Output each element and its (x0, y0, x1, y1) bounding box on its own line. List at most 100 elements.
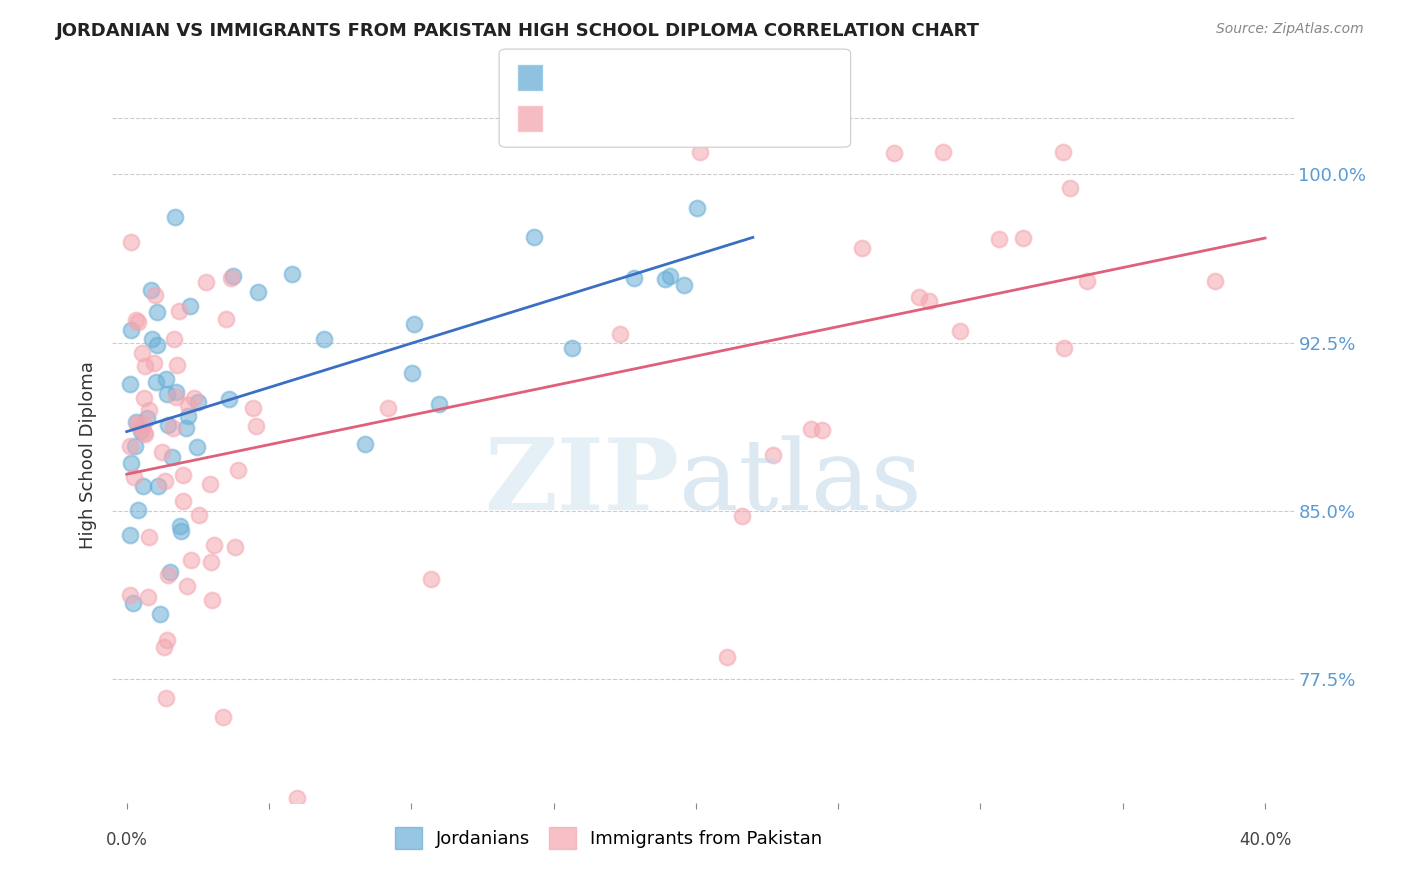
Point (127, 315, 149, 329)
Point (658, 269, 681, 284)
Point (120, 456, 142, 470)
Point (165, 390, 187, 404)
Point (138, 403, 160, 417)
Point (135, 410, 157, 425)
Point (672, 277, 695, 292)
Point (1059, 181, 1081, 195)
Point (120, 323, 142, 337)
Point (174, 420, 197, 434)
Point (134, 426, 156, 441)
Point (155, 690, 177, 705)
Text: ZIP: ZIP (485, 434, 679, 532)
Point (149, 607, 172, 621)
Point (118, 439, 141, 453)
Point (138, 530, 160, 544)
Point (1204, 273, 1226, 287)
Text: R = 0.319   N = 72: R = 0.319 N = 72 (551, 110, 735, 128)
Point (125, 313, 148, 327)
Point (124, 439, 146, 453)
Point (183, 391, 205, 405)
Point (523, 230, 546, 244)
Legend: Jordanians, Immigrants from Pakistan: Jordanians, Immigrants from Pakistan (388, 820, 830, 856)
Point (141, 332, 163, 346)
Point (166, 358, 188, 372)
Point (180, 553, 202, 567)
Point (222, 268, 245, 283)
Point (245, 418, 267, 433)
Point (176, 579, 198, 593)
Point (156, 632, 179, 647)
Point (139, 283, 162, 297)
Point (731, 509, 754, 524)
Point (187, 508, 209, 522)
Point (155, 372, 177, 386)
Point (354, 437, 377, 451)
Point (932, 145, 955, 159)
Point (153, 640, 176, 655)
Point (157, 568, 180, 582)
Point (118, 376, 141, 391)
Point (218, 392, 240, 406)
Point (685, 201, 707, 215)
Point (186, 440, 208, 454)
Point (155, 474, 177, 488)
Point (145, 375, 167, 389)
Point (226, 463, 249, 477)
Point (187, 394, 209, 409)
Text: 0.0%: 0.0% (105, 830, 148, 848)
Point (159, 565, 181, 579)
Point (1052, 341, 1074, 355)
Point (118, 527, 141, 541)
Point (215, 311, 238, 326)
Point (689, 145, 711, 159)
Point (173, 467, 195, 482)
Point (401, 366, 423, 380)
Point (169, 519, 191, 533)
Point (177, 398, 200, 412)
Point (142, 356, 165, 370)
Point (246, 285, 269, 299)
Point (377, 401, 399, 416)
Point (280, 268, 302, 282)
Point (623, 271, 645, 285)
Point (811, 423, 834, 437)
Point (242, 401, 264, 416)
Point (420, 572, 443, 586)
Text: R = 0.316   N = 48: R = 0.316 N = 48 (551, 69, 735, 87)
Point (427, 397, 450, 411)
Point (224, 540, 246, 554)
Point (150, 445, 173, 459)
Point (654, 272, 676, 286)
Point (908, 290, 931, 304)
Point (146, 305, 169, 319)
Text: atlas: atlas (679, 435, 922, 531)
Point (134, 359, 156, 373)
Point (948, 324, 970, 338)
Point (127, 502, 149, 516)
Point (163, 210, 186, 224)
Point (179, 299, 201, 313)
Point (851, 241, 873, 255)
Point (202, 538, 225, 552)
Point (800, 422, 823, 436)
Point (609, 327, 631, 342)
Point (136, 590, 159, 604)
Point (163, 332, 186, 346)
Point (194, 275, 217, 289)
Point (125, 415, 148, 429)
Point (200, 477, 222, 491)
Point (122, 596, 145, 610)
Point (132, 391, 155, 405)
Point (404, 317, 426, 331)
Text: 40.0%: 40.0% (1239, 830, 1291, 848)
Point (156, 417, 179, 432)
Point (146, 338, 169, 352)
Point (156, 387, 179, 401)
Point (762, 449, 785, 463)
Point (716, 649, 738, 664)
Point (1052, 145, 1074, 159)
Point (561, 341, 583, 355)
Point (122, 470, 145, 484)
Point (134, 426, 156, 441)
Point (988, 232, 1011, 246)
